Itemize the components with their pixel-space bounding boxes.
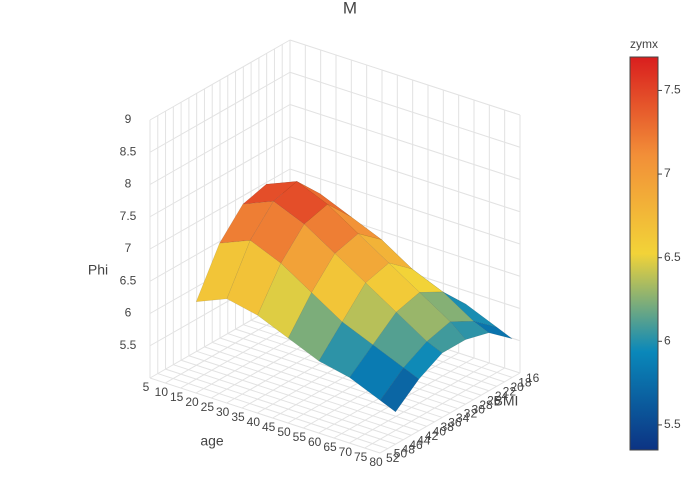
floor-grid-line <box>180 359 412 436</box>
chart-title: M <box>343 0 357 17</box>
y-tick-label: 44 <box>417 433 431 447</box>
y-tick-label: 16 <box>526 371 540 385</box>
y-tick-label: 30 <box>472 402 486 416</box>
y-tick-label: 48 <box>402 442 416 456</box>
x-tick-label: 10 <box>155 385 169 399</box>
colorbar-tick-label: 6 <box>664 333 671 347</box>
floor-grid-line <box>188 355 420 432</box>
z-tick-label: 9 <box>125 112 132 126</box>
x-tick-label: 45 <box>262 420 276 434</box>
z-tick-label: 7.5 <box>120 209 137 223</box>
x-tick-label: 15 <box>170 390 184 404</box>
y-tick-label: 22 <box>503 385 517 399</box>
y-tick-label: 38 <box>440 420 454 434</box>
surface-cell <box>379 367 420 413</box>
x-tick-label: 70 <box>339 445 353 459</box>
z-tick-label: 6.5 <box>120 273 137 287</box>
y-tick-label: 18 <box>518 376 532 390</box>
y-tick-label: 20 <box>510 380 524 394</box>
x-tick-label: 35 <box>231 410 245 424</box>
y-tick-label: 36 <box>448 416 462 430</box>
floor-grid-line <box>149 377 381 454</box>
y-tick-label: 50 <box>394 447 408 461</box>
floor-grid-line <box>165 368 396 445</box>
wall-grid-line <box>149 39 291 121</box>
floor-grid-line <box>173 364 404 441</box>
colorbar-tick-label: 7 <box>664 166 671 180</box>
z-axis-label: Phi <box>88 262 108 278</box>
wall-grid-line <box>149 71 291 153</box>
x-tick-label: 25 <box>201 400 215 414</box>
z-tick-label: 7 <box>125 241 132 255</box>
colorbar-tick-label: 6.5 <box>664 250 681 264</box>
wall-grid-line <box>289 168 521 245</box>
wall-grid-line <box>149 136 291 218</box>
x-axis-label: age <box>200 433 224 449</box>
surface <box>195 181 513 413</box>
y-tick-label: 32 <box>464 407 478 421</box>
y-tick-label: 28 <box>479 398 493 412</box>
colorbar <box>629 56 659 451</box>
x-tick-label: 40 <box>247 415 261 429</box>
x-tick-label: 65 <box>323 440 337 454</box>
z-tick-label: 8 <box>125 177 132 191</box>
x-tick-label: 60 <box>308 435 322 449</box>
x-tick-label: 80 <box>369 455 383 469</box>
z-tick-label: 6 <box>125 306 132 320</box>
wall-grid-line <box>289 39 521 116</box>
x-tick-label: 5 <box>143 380 150 394</box>
floor-grid-line <box>212 341 443 418</box>
y-tick-label: 26 <box>487 393 501 407</box>
y-tick-label: 40 <box>433 425 447 439</box>
y-tick-label: 24 <box>495 389 509 403</box>
y-tick-label: 46 <box>409 438 423 452</box>
x-tick-label: 50 <box>277 425 291 439</box>
floor-grid-line <box>196 350 427 427</box>
colorbar-title: zymx <box>630 37 658 51</box>
wall-grid-line <box>289 104 521 180</box>
colorbar-tick-label: 7.5 <box>664 83 681 97</box>
wall-grid-line <box>289 71 521 148</box>
x-tick-label: 75 <box>354 450 368 464</box>
y-tick-label: 34 <box>456 411 470 425</box>
y-tick-label: 42 <box>425 429 439 443</box>
z-tick-label: 8.5 <box>120 144 137 158</box>
z-tick-label: 5.5 <box>120 338 137 352</box>
y-axis-label: BMI <box>494 393 519 409</box>
x-tick-label: 20 <box>185 395 199 409</box>
wall-grid-line <box>149 104 291 185</box>
floor-grid-line <box>219 337 451 414</box>
x-tick-label: 30 <box>216 405 230 419</box>
y-tick-label: 52 <box>386 451 400 465</box>
floor-grid-line <box>157 373 388 450</box>
colorbar-tick-label: 5.5 <box>664 417 681 431</box>
wall-grid-line <box>149 168 291 250</box>
wall-grid-line <box>289 136 521 213</box>
x-tick-label: 55 <box>293 430 307 444</box>
